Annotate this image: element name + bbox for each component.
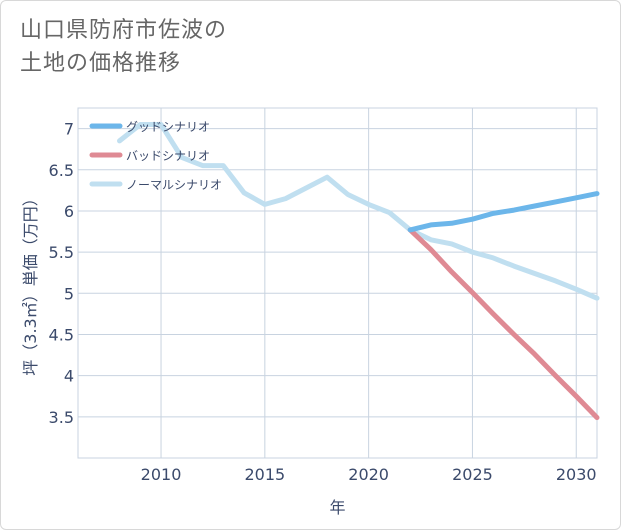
plot-area-border: [77, 107, 598, 459]
series-line-3: [117, 122, 600, 301]
x-axis-title: 年: [329, 498, 345, 517]
x-tick-label: 2020: [348, 465, 389, 484]
legend-label: ノーマルシナリオ: [126, 178, 222, 192]
series-line-2: [407, 227, 600, 421]
y-axis-title: 坪（3.3㎡）単価（万円）: [21, 190, 40, 375]
y-tick-label: 3.5: [49, 408, 74, 427]
y-tick-label: 6: [64, 202, 74, 221]
tick-labels: 2010 2015 2020 2025 2030 3.5 4 4.5 5 5.5 6 6.5 7: [49, 120, 597, 484]
x-tick-label: 2010: [141, 465, 182, 484]
series-line-1: [407, 191, 600, 233]
y-tick-label: 6.5: [49, 161, 74, 180]
chart-title-line-1: 山口県防府市佐波の: [20, 18, 228, 43]
x-tick-label: 2030: [556, 465, 597, 484]
x-tick-label: 2015: [244, 465, 285, 484]
y-tick-label: 4: [64, 367, 74, 386]
y-tick-label: 4.5: [49, 325, 74, 344]
y-tick-label: 5: [64, 284, 74, 303]
chart-title: 山口県防府市佐波の 土地の価格推移: [20, 14, 227, 80]
legend-label: バッドシナリオ: [126, 149, 210, 163]
y-tick-label: 5.5: [49, 243, 74, 262]
series-lines: [117, 122, 600, 421]
chart-title-line-2: 土地の価格推移: [20, 51, 182, 76]
legend-label: グッドシナリオ: [126, 120, 210, 134]
x-tick-label: 2025: [452, 465, 493, 484]
y-tick-label: 7: [64, 120, 74, 139]
